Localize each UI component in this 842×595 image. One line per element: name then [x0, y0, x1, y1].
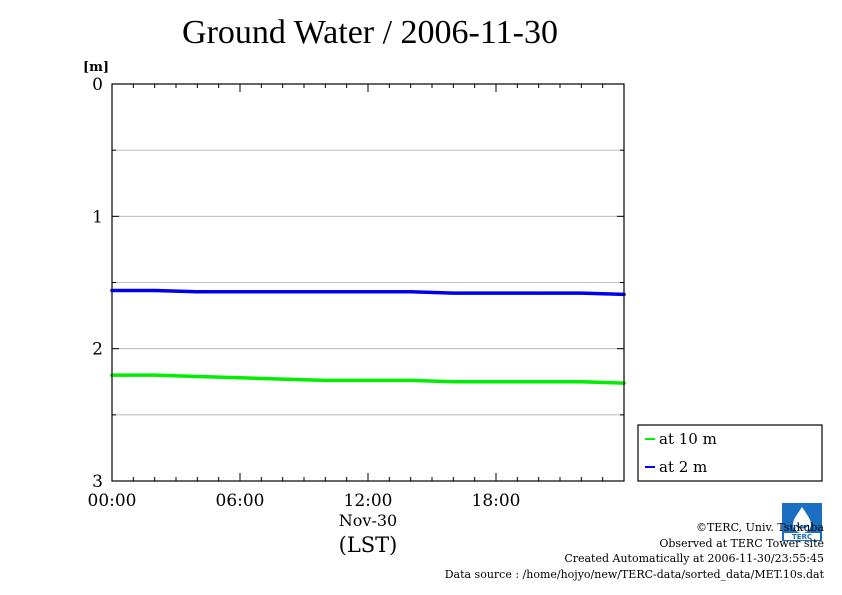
terc-logo: TERC: [782, 503, 822, 541]
data-point: [153, 373, 157, 377]
data-point: [579, 380, 583, 384]
legend: at 10 m at 2 m: [637, 424, 823, 482]
data-point: [409, 290, 413, 294]
credits-block: ©TERC, Univ. Tsukuba Observed at TERC To…: [445, 520, 824, 582]
x-tick-label: 12:00: [344, 491, 393, 511]
data-point: [195, 290, 199, 294]
data-point: [451, 380, 455, 384]
legend-label: at 10 m: [659, 430, 717, 448]
data-point: [494, 380, 498, 384]
x-tick-label: 06:00: [216, 491, 265, 511]
logo-text: TERC: [792, 533, 812, 541]
x-date-label: Nov-30: [339, 511, 397, 530]
data-point: [238, 376, 242, 380]
data-point: [366, 290, 370, 294]
x-axis-label: (LST): [339, 533, 398, 557]
data-point: [366, 378, 370, 383]
data-point: [537, 291, 541, 295]
data-point: [323, 290, 327, 294]
y-tick-label: 1: [92, 207, 103, 227]
data-point: [579, 291, 583, 295]
y-tick-label: 3: [92, 472, 103, 492]
data-point: [409, 378, 413, 383]
credit-source: Data source : /home/hojyo/new/TERC-data/…: [444, 567, 824, 581]
data-point: [494, 291, 498, 295]
data-point: [451, 291, 455, 295]
series-layer: [110, 288, 626, 385]
data-point: [323, 378, 327, 383]
chart-title: Ground Water / 2006-11-30: [182, 14, 558, 51]
credit-created: Created Automatically at 2006-11-30/23:5…: [564, 552, 824, 565]
y-tick-label: 2: [92, 340, 103, 360]
grid-layer: [112, 149, 624, 416]
tick-layer: [111, 83, 625, 482]
data-point: [153, 288, 157, 293]
y-tick-label: 0: [92, 75, 103, 95]
credit-copyright: ©TERC, Univ. Tsukuba: [695, 521, 824, 534]
y-axis-label: [m]: [83, 60, 109, 75]
data-point: [195, 374, 199, 379]
legend-label: at 2 m: [659, 458, 707, 476]
data-point: [238, 290, 242, 294]
data-point: [281, 290, 285, 294]
data-point: [281, 377, 285, 381]
x-tick-label: 18:00: [472, 491, 521, 511]
legend-box: [637, 424, 823, 482]
label-layer: 0 1 2 3 [m] 00:00 06:00 12:00 18:00 Nov-30 (LST): [83, 60, 521, 557]
x-tick-label: 00:00: [88, 491, 137, 511]
credit-observed: Observed at TERC Tower site: [659, 536, 824, 550]
data-point: [537, 380, 541, 384]
